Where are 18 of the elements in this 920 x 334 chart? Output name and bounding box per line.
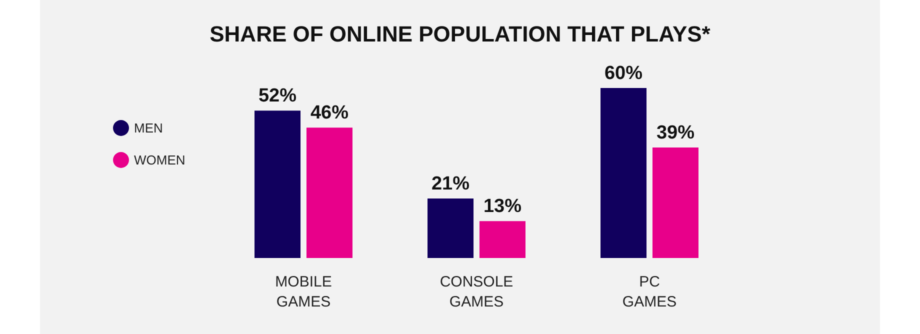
- legend-label: MEN: [134, 120, 163, 136]
- bar: [600, 88, 647, 258]
- x-tick-label: PC GAMES: [622, 274, 677, 310]
- bar: [652, 148, 698, 258]
- x-tick-label: MOBILE GAMES: [275, 274, 332, 310]
- bar: [254, 110, 301, 258]
- x-tick-label: CONSOLE GAMES: [440, 274, 514, 310]
- bar: [306, 128, 352, 258]
- chart-title: SHARE OF ONLINE POPULATION THAT PLAYS*: [210, 22, 711, 46]
- data-label: 13%: [483, 196, 522, 218]
- data-label: 52%: [258, 86, 297, 107]
- bar: [428, 198, 474, 258]
- data-label: 39%: [656, 122, 695, 144]
- data-label: 46%: [310, 102, 349, 124]
- data-label: 21%: [431, 174, 470, 194]
- data-label: 60%: [604, 63, 643, 84]
- legend-label: WOMEN: [134, 152, 186, 168]
- bar: [479, 221, 526, 258]
